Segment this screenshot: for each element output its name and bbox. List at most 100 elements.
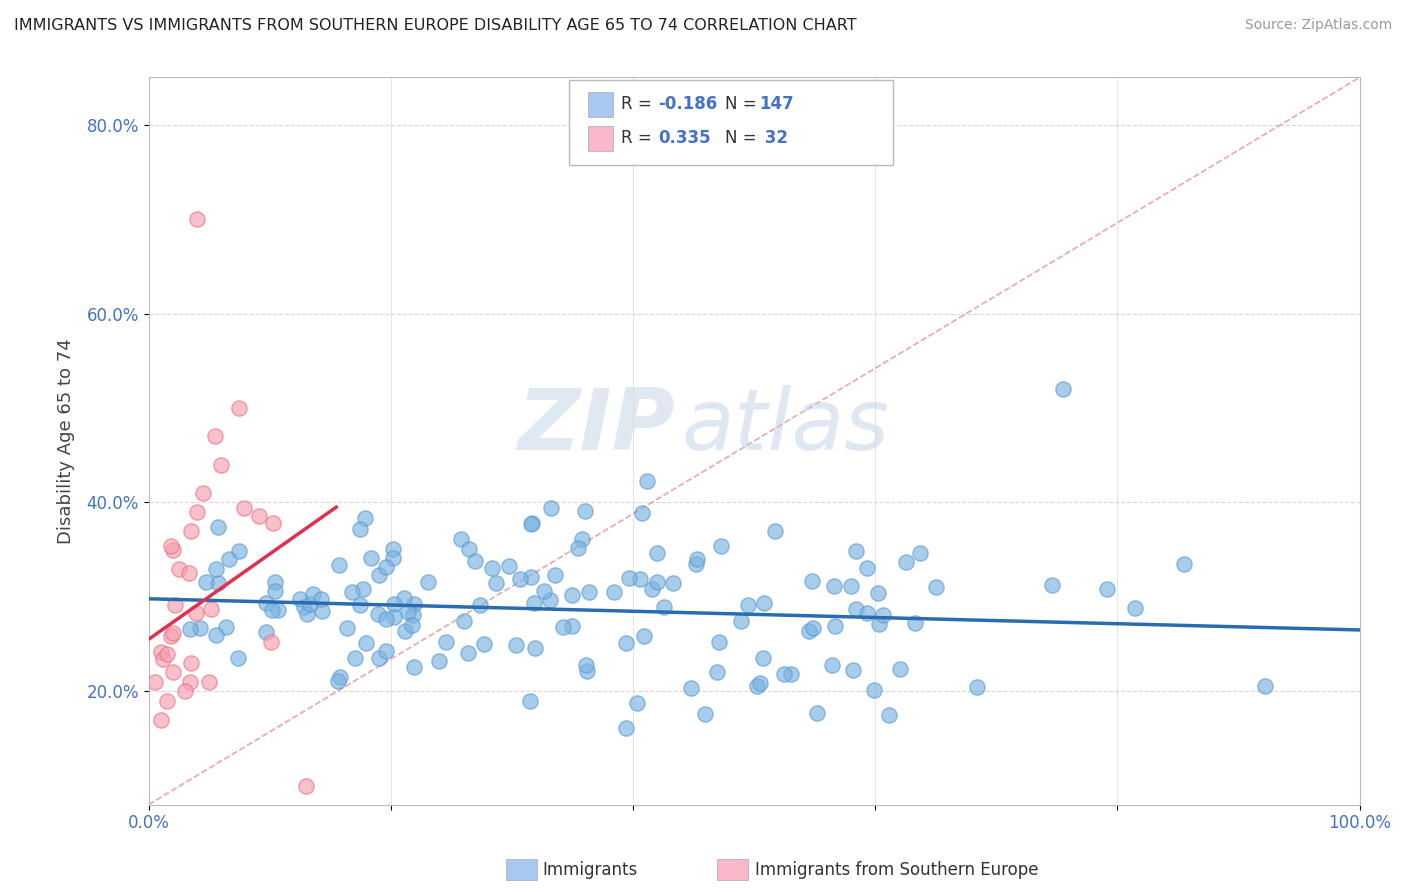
Y-axis label: Disability Age 65 to 74: Disability Age 65 to 74 xyxy=(58,338,75,544)
Point xyxy=(167,561,190,575)
Point xyxy=(707,635,730,649)
Point xyxy=(509,572,531,586)
Point xyxy=(382,597,405,611)
Point xyxy=(162,542,184,557)
Point xyxy=(747,680,769,694)
Point xyxy=(842,663,865,677)
Text: Immigrants from Southern Europe: Immigrants from Southern Europe xyxy=(755,861,1039,879)
Point xyxy=(367,607,389,622)
Point xyxy=(763,524,786,538)
Point xyxy=(824,619,846,633)
Point xyxy=(381,551,404,566)
Point xyxy=(228,544,250,558)
Point xyxy=(520,517,543,532)
Point xyxy=(311,604,333,618)
Point xyxy=(737,599,759,613)
Point xyxy=(356,635,378,649)
Point xyxy=(349,523,371,537)
Point xyxy=(519,694,541,708)
Point xyxy=(195,574,218,589)
Point xyxy=(336,621,359,635)
Point xyxy=(152,652,174,666)
Text: -0.186: -0.186 xyxy=(658,95,717,113)
Point xyxy=(801,621,824,635)
Point xyxy=(352,582,374,596)
Point xyxy=(177,566,200,580)
Point xyxy=(186,212,208,227)
Point xyxy=(575,657,598,672)
Point xyxy=(162,665,184,680)
Point xyxy=(710,539,733,553)
Point xyxy=(904,615,927,630)
Point xyxy=(575,664,598,678)
Point xyxy=(631,506,654,520)
Point xyxy=(149,645,172,659)
Point xyxy=(450,533,472,547)
Point xyxy=(163,599,186,613)
Point xyxy=(464,554,486,568)
Point xyxy=(186,606,208,620)
Point xyxy=(505,638,527,652)
Point xyxy=(872,608,894,623)
Point xyxy=(619,571,641,585)
Point xyxy=(382,542,405,557)
Point xyxy=(1254,680,1277,694)
Point xyxy=(772,667,794,681)
Point xyxy=(156,647,179,661)
Point xyxy=(561,619,583,633)
Text: 0.335: 0.335 xyxy=(658,129,710,147)
Text: 147: 147 xyxy=(759,95,794,113)
Point xyxy=(603,585,626,599)
Text: atlas: atlas xyxy=(682,385,890,468)
Point xyxy=(863,682,886,697)
Point xyxy=(288,592,311,607)
Point xyxy=(879,708,901,723)
Point xyxy=(561,588,583,602)
Point xyxy=(367,651,389,665)
Point xyxy=(264,584,287,599)
Point xyxy=(309,592,332,607)
Point xyxy=(538,593,561,607)
Point xyxy=(730,614,752,628)
Point xyxy=(685,552,707,566)
Point xyxy=(401,618,423,632)
Point xyxy=(396,605,419,619)
Point xyxy=(173,684,195,698)
Point xyxy=(179,675,201,690)
Point xyxy=(845,601,868,615)
Point xyxy=(553,620,575,634)
Text: R =: R = xyxy=(621,129,658,147)
Point xyxy=(574,504,596,518)
Point xyxy=(910,546,932,560)
Point xyxy=(143,674,166,689)
Point xyxy=(661,575,683,590)
Point xyxy=(1042,578,1064,592)
Point xyxy=(540,500,562,515)
Point xyxy=(328,558,350,572)
Point xyxy=(404,597,426,611)
Point xyxy=(159,539,181,553)
Point xyxy=(180,524,202,538)
Point xyxy=(626,696,648,710)
Point xyxy=(434,635,457,649)
Point xyxy=(329,670,352,684)
Point xyxy=(866,586,889,600)
Point xyxy=(855,561,877,575)
Point xyxy=(457,646,479,660)
Point xyxy=(214,620,236,634)
Point xyxy=(198,674,221,689)
Point xyxy=(520,516,543,530)
Point xyxy=(349,599,371,613)
Point xyxy=(1097,582,1119,596)
Point xyxy=(924,580,946,594)
Point xyxy=(260,635,283,649)
Point xyxy=(823,579,845,593)
Point xyxy=(191,486,214,500)
Point xyxy=(374,560,396,574)
Point xyxy=(748,676,770,690)
Text: ZIP: ZIP xyxy=(517,385,675,468)
Text: R =: R = xyxy=(621,95,658,113)
Point xyxy=(226,651,249,665)
Point xyxy=(693,706,716,721)
Point xyxy=(571,532,593,546)
